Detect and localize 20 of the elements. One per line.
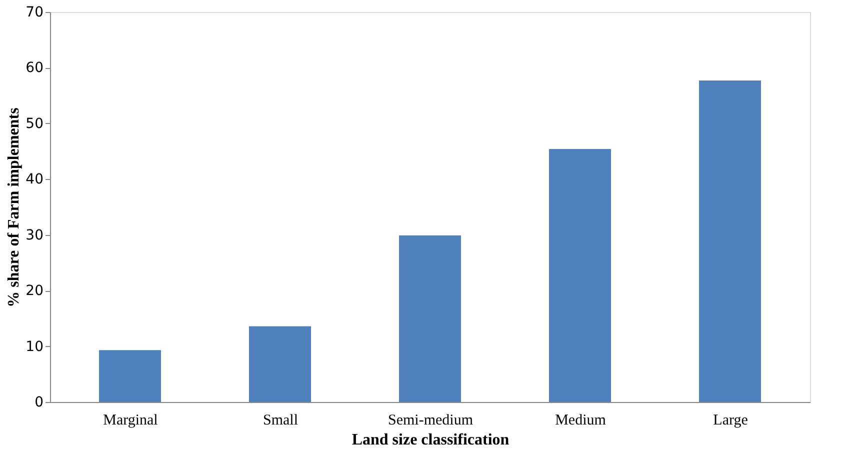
y-tick-label: 30 [26,227,44,244]
y-tick-label: 60 [26,60,44,76]
bar [399,235,461,402]
x-tick-label: Large [713,412,748,428]
y-axis-title: % share of Farm implements [6,108,23,308]
y-tick-label: 20 [26,283,44,300]
x-tick-label: Marginal [103,412,158,428]
x-tick-label: Semi-medium [388,412,474,428]
bar [99,350,161,402]
bar [249,326,311,402]
x-tick-label: Small [262,412,298,428]
y-tick-label: 40 [26,172,44,188]
y-tick-label: 10 [26,338,44,355]
x-tick-label: Medium [555,412,606,428]
bar [549,149,611,402]
y-tick-label: 0 [34,394,44,410]
bar [699,80,761,402]
y-tick-label: 50 [26,116,44,132]
y-tick-label: 70 [26,4,44,20]
x-axis-title: Land size classification [352,432,510,448]
